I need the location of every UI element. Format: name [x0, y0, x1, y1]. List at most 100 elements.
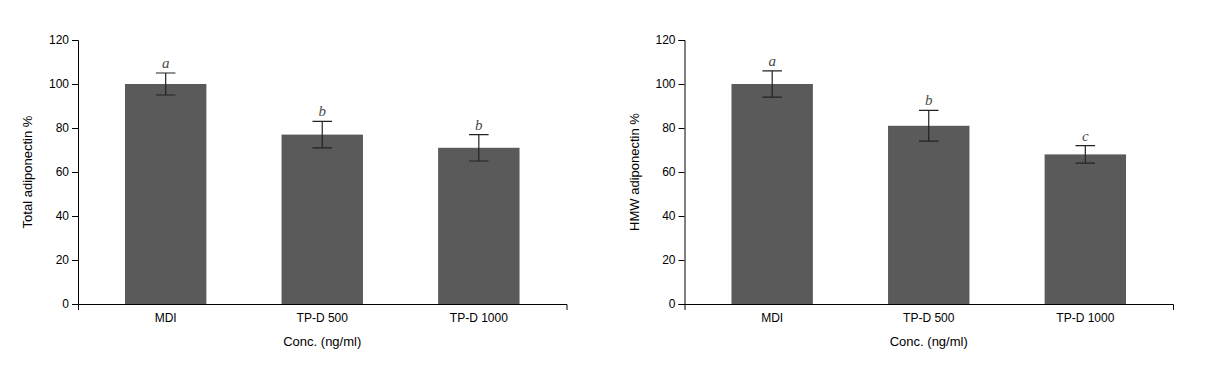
error-cap	[156, 94, 176, 95]
tick-mark	[679, 216, 685, 217]
tick-label: 20	[662, 253, 676, 267]
error-line	[772, 71, 773, 97]
error-cap	[469, 160, 489, 161]
error-line	[165, 73, 166, 95]
y-axis-title: HMW adiponectin %	[627, 113, 642, 231]
bar	[1045, 154, 1126, 304]
y-axis: 0 20 40 60 80 100 120	[655, 33, 685, 311]
axis-line	[679, 41, 686, 305]
tick: TP-D 1000	[1056, 311, 1114, 325]
significance-label: a	[162, 55, 170, 71]
tick-label: 20	[56, 253, 70, 267]
tick: 120	[49, 33, 78, 47]
tick-label: 60	[662, 165, 676, 179]
tick-label: TP-D 500	[903, 311, 955, 325]
error-line	[928, 110, 929, 141]
axis-line	[72, 41, 79, 305]
tick-mark	[679, 128, 685, 129]
tick-mark	[679, 260, 685, 261]
tick-mark	[679, 172, 685, 173]
tick: 100	[655, 77, 684, 91]
bar	[125, 84, 206, 304]
error-cap	[156, 72, 176, 73]
significance-label: b	[925, 92, 933, 108]
tick: 0	[669, 297, 685, 311]
tick-label: 40	[662, 209, 676, 223]
tick: 100	[49, 77, 78, 91]
tick-label: MDI	[155, 311, 177, 325]
bar	[888, 126, 969, 304]
error-line	[1085, 146, 1086, 164]
marks	[125, 73, 520, 304]
figure: 0 20 40 60 80 100 120 MDI TP-D 500 TP-D 1000 a b b Co…	[0, 0, 1213, 366]
tick-label: 80	[662, 121, 676, 135]
tick-label: 100	[655, 77, 675, 91]
error-line	[478, 135, 479, 161]
annotations: a b c	[768, 53, 1089, 144]
y-axis: 0 20 40 60 80 100 120	[49, 33, 79, 311]
axis-line	[79, 305, 568, 311]
error-bar	[156, 73, 176, 95]
tick-label: 60	[56, 165, 70, 179]
tick-label: TP-D 1000	[450, 311, 508, 325]
tick-label: TP-D 1000	[1056, 311, 1114, 325]
tick-mark	[72, 172, 78, 173]
error-bar	[1076, 146, 1096, 164]
bar	[438, 148, 519, 304]
annotations: abb	[162, 55, 483, 133]
bar	[282, 135, 363, 304]
tick-mark	[679, 84, 685, 85]
tick: TP-D 500	[903, 311, 955, 325]
tick-mark	[72, 260, 78, 261]
tick-label: 120	[655, 33, 675, 47]
tick-label: 120	[49, 33, 69, 47]
tick-mark	[679, 304, 685, 305]
significance-label: a	[768, 53, 776, 69]
tick-mark	[679, 40, 685, 41]
error-cap	[312, 147, 332, 148]
tick: MDI	[761, 311, 783, 325]
significance-label: c	[1082, 128, 1089, 144]
tick-label: MDI	[761, 311, 783, 325]
panel: 020406080100120MDITP-D 500TP-D 1000abbCo…	[20, 33, 567, 349]
error-bar	[762, 71, 782, 97]
tick-label: 0	[669, 297, 676, 311]
x-axis-title: Conc. (ng/ml)	[283, 334, 361, 349]
error-bar	[469, 135, 489, 161]
tick: 80	[56, 121, 78, 135]
tick-label: 80	[56, 121, 70, 135]
x-axis: MDI TP-D 500 TP-D 1000	[685, 305, 1174, 325]
error-bar	[919, 110, 939, 141]
error-cap	[1076, 163, 1096, 164]
tick: 120	[655, 33, 684, 47]
y-axis-title: Total adiponectin %	[20, 115, 35, 228]
tick-label: TP-D 500	[297, 311, 349, 325]
bar	[731, 84, 812, 304]
axis-line	[685, 305, 1174, 311]
tick: 60	[56, 165, 78, 179]
error-line	[322, 121, 323, 147]
error-cap	[762, 70, 782, 71]
significance-label: b	[475, 117, 483, 133]
tick-label: 100	[49, 77, 69, 91]
tick: MDI	[155, 311, 177, 325]
tick: 60	[662, 165, 684, 179]
marks	[731, 71, 1126, 304]
error-cap	[312, 121, 332, 122]
x-axis: MDI TP-D 500 TP-D 1000	[79, 305, 568, 325]
tick-mark	[72, 128, 78, 129]
tick: TP-D 500	[297, 311, 349, 325]
tick-mark	[72, 40, 78, 41]
tick: 20	[56, 253, 78, 267]
tick: 40	[56, 209, 78, 223]
tick-label: 40	[56, 209, 70, 223]
tick-mark	[72, 216, 78, 217]
tick: TP-D 1000	[450, 311, 508, 325]
error-bar	[312, 121, 332, 147]
tick: 40	[662, 209, 684, 223]
error-cap	[919, 110, 939, 111]
error-cap	[1076, 145, 1096, 146]
tick: 80	[662, 121, 684, 135]
tick: 0	[62, 297, 78, 311]
tick-mark	[72, 304, 78, 305]
